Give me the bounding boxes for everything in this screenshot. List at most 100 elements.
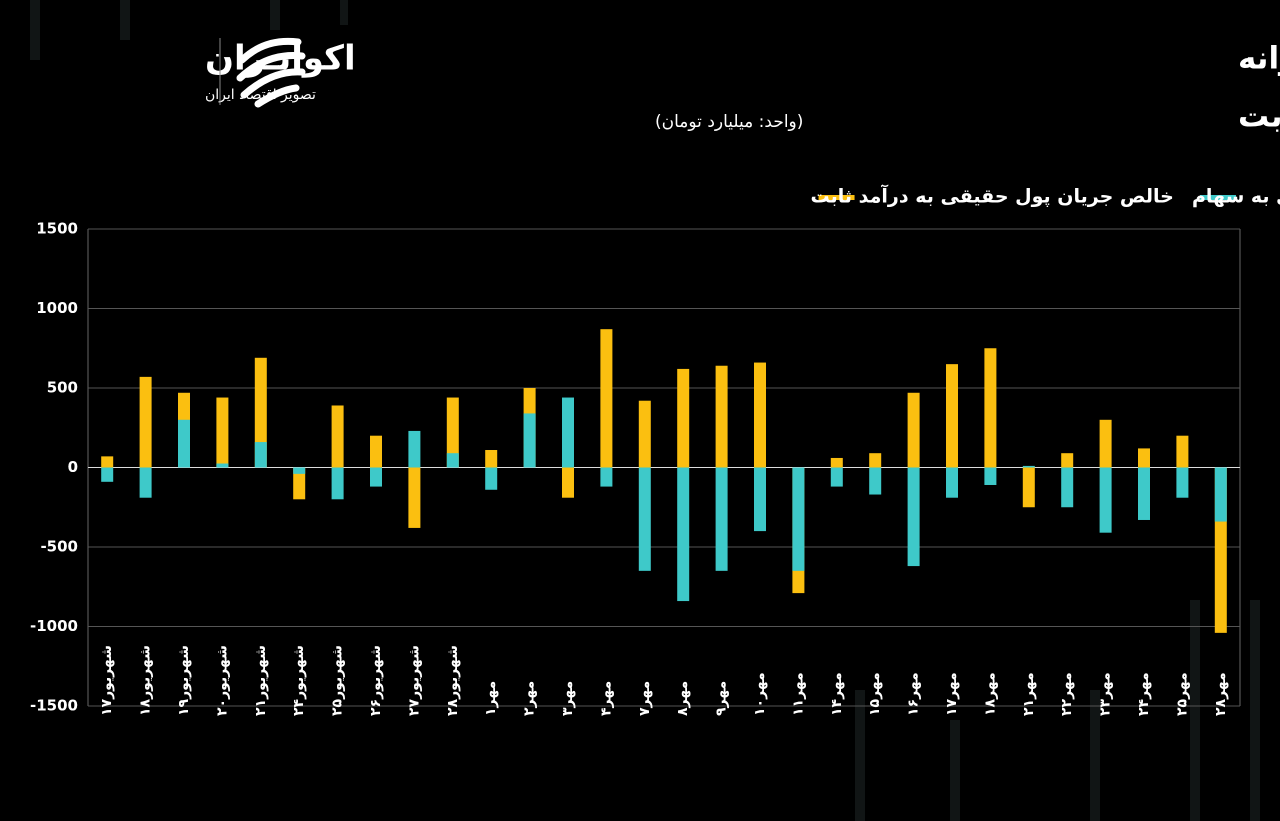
chart-subtitle: در سهام و صندوق‌های درآمد ثابت <box>1238 97 1280 135</box>
bar <box>446 453 459 468</box>
bar <box>600 329 613 468</box>
bar <box>1099 419 1112 468</box>
y-tick-label: 1500 <box>36 220 78 238</box>
bar <box>869 467 882 495</box>
bar <box>562 467 574 498</box>
bar <box>370 467 382 487</box>
bar <box>139 376 152 468</box>
bar <box>600 467 613 487</box>
legend-label: خالص جریان پول حقیقی به سهام <box>1192 186 1280 208</box>
bar <box>677 467 690 602</box>
bar <box>216 397 229 468</box>
bar <box>331 467 344 500</box>
bar <box>830 467 843 487</box>
x-tick-label: مهر۱۰ <box>752 672 768 716</box>
bar <box>907 467 920 567</box>
bar <box>1099 467 1112 533</box>
x-tick-label: مهر۲۴ <box>1136 672 1152 716</box>
bar <box>485 467 498 490</box>
x-tick-label: شهریور۱۷ <box>99 645 115 716</box>
chart-title: روند جریان پول حقیقی روزانه <box>1238 41 1280 77</box>
bar <box>101 467 114 482</box>
bar <box>792 467 805 571</box>
y-tick-label: -1500 <box>30 697 78 715</box>
bar <box>754 362 766 468</box>
bar <box>408 430 421 468</box>
bar <box>293 467 306 474</box>
bar <box>370 435 382 468</box>
bar <box>523 413 536 468</box>
bar <box>946 467 958 498</box>
legend-label: خالص جریان پول حقیقی به درآمد ثابت <box>811 184 1174 208</box>
x-tick-label: شهریور۲۶ <box>368 645 384 716</box>
bar <box>1022 467 1035 508</box>
x-tick-label: مهر۱۱ <box>790 672 806 716</box>
bar <box>293 467 306 500</box>
bar <box>139 467 152 498</box>
y-tick-label: 1000 <box>36 299 78 317</box>
bar <box>638 400 651 468</box>
x-tick-label: مهر۱ <box>483 681 499 716</box>
x-tick-label: مهر۲۱ <box>1021 672 1037 716</box>
y-tick-label: -1000 <box>30 617 78 635</box>
bar <box>485 450 498 468</box>
bar <box>446 397 459 468</box>
x-tick-label: مهر۲۵ <box>1174 672 1190 716</box>
x-tick-label: مهر۱۴ <box>829 672 845 716</box>
x-tick-label: مهر۷ <box>637 681 653 716</box>
x-tick-label: مهر۳ <box>560 681 576 716</box>
x-tick-label: مهر۱۶ <box>906 672 922 716</box>
bar <box>984 467 997 485</box>
bar <box>638 467 651 571</box>
bar <box>408 467 421 528</box>
bar <box>1214 467 1227 522</box>
x-tick-label: شهریور۲۸ <box>445 645 461 716</box>
x-tick-label: مهر۲ <box>522 681 538 716</box>
bar <box>907 392 920 468</box>
x-tick-label: شهریور۲۱ <box>253 645 269 716</box>
x-tick-label: شهریور۲۵ <box>330 645 346 716</box>
bar <box>101 456 114 468</box>
bar <box>1061 467 1074 508</box>
x-tick-label: شهریور۲۷ <box>406 645 422 716</box>
bar <box>254 357 267 468</box>
decor <box>30 0 1260 821</box>
x-tick-label: مهر۲۸ <box>1213 672 1229 716</box>
x-tick-label: شهریور۲۰ <box>214 645 230 716</box>
x-tick-label: مهر۲۳ <box>1098 672 1114 716</box>
unit-label: (واحد: میلیارد تومان) <box>655 112 803 132</box>
bar <box>715 365 728 468</box>
bar <box>1061 453 1074 468</box>
bar <box>677 368 690 468</box>
bar <box>1176 467 1189 498</box>
x-tick-label: مهر۴ <box>598 681 614 716</box>
bar <box>216 463 229 468</box>
bar <box>715 467 728 571</box>
x-tick-label: مهر۸ <box>675 681 691 716</box>
bar <box>1022 465 1035 468</box>
bar <box>1138 448 1150 468</box>
x-tick-label: شهریور۲۴ <box>291 645 307 716</box>
x-tick-label: شهریور۱۹ <box>176 645 192 716</box>
x-tick-label: مهر۲۲ <box>1059 672 1075 716</box>
bar <box>830 457 843 468</box>
brand-logo <box>236 37 306 108</box>
bar <box>984 348 997 468</box>
x-tick-label: مهر۹ <box>714 681 730 716</box>
bar <box>754 467 766 532</box>
bar <box>562 397 574 468</box>
x-tick-label: مهر۱۵ <box>867 672 883 716</box>
bar <box>1176 435 1189 468</box>
bar <box>331 405 344 468</box>
legend-swatch <box>818 195 855 200</box>
bar <box>946 364 958 468</box>
legend-swatch <box>1200 195 1236 200</box>
x-tick-label: مهر۱۷ <box>944 672 960 716</box>
bar <box>869 453 882 468</box>
bar <box>1138 467 1150 520</box>
bar <box>178 419 190 468</box>
x-tick-label: شهریور۱۸ <box>138 645 154 716</box>
y-tick-label: 0 <box>68 458 78 476</box>
bar <box>254 442 267 468</box>
